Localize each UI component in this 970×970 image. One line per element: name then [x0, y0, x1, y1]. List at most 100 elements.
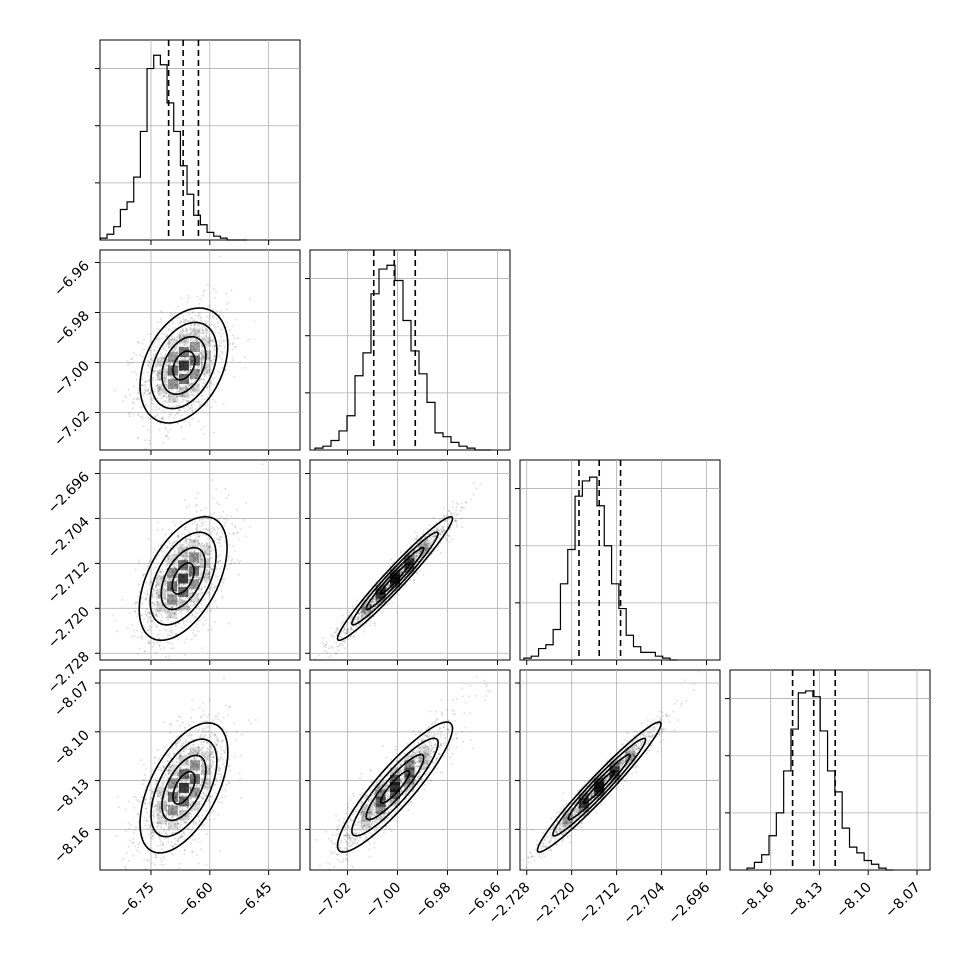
- sample-point: [200, 428, 203, 431]
- sample-point: [197, 837, 200, 840]
- sample-point: [209, 350, 212, 353]
- sample-point: [111, 614, 114, 617]
- sample-point: [153, 390, 156, 393]
- sample-point: [220, 773, 223, 776]
- sample-point: [163, 380, 166, 383]
- sample-point: [163, 857, 166, 860]
- hist-param_2-axes: [515, 459, 721, 665]
- sample-point: [188, 334, 191, 337]
- sample-point: [161, 783, 164, 786]
- sample-point: [161, 396, 164, 399]
- sample-point: [170, 816, 173, 819]
- sample-point: [143, 779, 146, 782]
- sample-point: [233, 375, 236, 378]
- sample-point: [231, 325, 234, 328]
- sample-point: [154, 863, 157, 866]
- sample-point: [146, 859, 149, 862]
- sample-point: [220, 749, 223, 752]
- sample-point: [153, 387, 156, 390]
- sample-point: [203, 325, 205, 328]
- sample-point: [188, 366, 191, 369]
- sample-point: [213, 585, 216, 588]
- sample-point: [183, 726, 186, 729]
- sample-point: [167, 658, 170, 661]
- sample-point: [146, 593, 149, 596]
- sample-point: [161, 332, 164, 335]
- sample-point: [195, 400, 198, 403]
- sample-point: [153, 370, 156, 373]
- sample-point: [202, 378, 205, 381]
- ytick-label-param_2: −2.696: [45, 469, 93, 517]
- sample-point: [127, 845, 130, 848]
- sample-point: [194, 368, 197, 370]
- sample-point: [177, 408, 180, 411]
- sample-point: [189, 338, 192, 341]
- sample-point: [167, 394, 170, 397]
- sample-point: [136, 615, 139, 618]
- sample-point: [209, 352, 211, 355]
- sample-point: [171, 832, 174, 835]
- sample-point: [170, 841, 173, 844]
- sample-point: [158, 629, 161, 632]
- sample-point: [155, 625, 158, 628]
- sample-point: [142, 355, 144, 358]
- sample-point: [194, 326, 197, 329]
- ytick-label-param_1: −6.98: [51, 308, 93, 350]
- sample-point: [153, 643, 156, 646]
- sample-point: [216, 370, 219, 373]
- sample-point: [189, 376, 192, 379]
- sample-point: [201, 367, 203, 369]
- sample-point: [219, 850, 222, 853]
- sample-point: [174, 400, 177, 403]
- sample-point: [130, 358, 133, 361]
- sample-point: [141, 783, 144, 786]
- sample-point: [153, 811, 155, 814]
- sample-point: [183, 438, 186, 441]
- sample-point: [199, 556, 202, 559]
- sample-point: [128, 612, 131, 615]
- sample-point: [155, 385, 158, 387]
- sample-point: [135, 373, 138, 376]
- sample-point: [208, 385, 211, 388]
- sample-point: [194, 626, 197, 629]
- hist-param_0-frame: [99, 39, 301, 241]
- sample-point: [155, 402, 158, 405]
- sample-point: [185, 387, 188, 390]
- sample-point: [207, 342, 210, 345]
- sample-point: [200, 319, 202, 322]
- sample-point: [231, 558, 234, 561]
- sample-point: [189, 375, 192, 378]
- sample-point: [208, 336, 211, 338]
- sample-point: [190, 324, 193, 327]
- sample-point: [200, 509, 202, 512]
- sample-point: [159, 352, 162, 355]
- sample-point: [200, 741, 203, 743]
- sample-point: [175, 396, 178, 398]
- sample-point: [184, 780, 187, 783]
- sample-point: [166, 383, 168, 386]
- sample-point: [138, 398, 141, 401]
- sample-point: [217, 561, 220, 564]
- sample-point: [198, 619, 201, 622]
- ytick-label-param_2: −2.712: [45, 559, 93, 607]
- sample-point: [142, 425, 145, 428]
- sample-point: [168, 604, 170, 607]
- sample-point: [158, 388, 161, 391]
- sample-point: [183, 321, 186, 323]
- sample-point: [178, 404, 181, 407]
- sample-point: [156, 320, 159, 323]
- sample-point: [181, 544, 184, 546]
- hist-grid-param_3: [730, 670, 930, 870]
- sample-point: [198, 379, 201, 382]
- sample-point: [217, 740, 220, 743]
- sample-point: [181, 400, 184, 403]
- sample-point: [219, 309, 222, 312]
- sample-point: [141, 378, 144, 381]
- sample-point: [201, 329, 204, 331]
- sample-point: [143, 626, 146, 629]
- sample-point: [212, 529, 215, 532]
- sample-point: [210, 811, 213, 814]
- sample-point: [194, 332, 197, 335]
- sample-point: [146, 333, 149, 336]
